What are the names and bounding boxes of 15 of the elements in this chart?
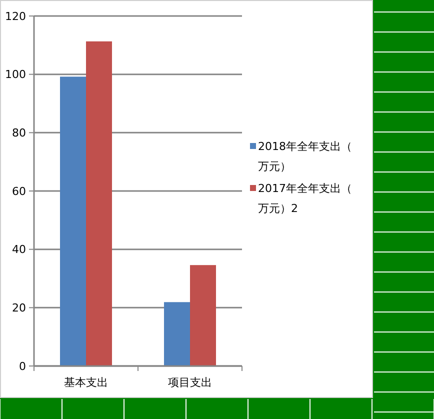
y-tick-label: 0: [19, 360, 26, 373]
legend-label: 2018年全年支出（万元）: [258, 140, 352, 173]
y-tick-label: 120: [5, 10, 26, 23]
x-tick-label: 基本支出: [64, 376, 108, 389]
bar: [164, 302, 190, 366]
y-tick-label: 20: [12, 302, 26, 315]
y-tick-label: 60: [12, 184, 26, 198]
bar: [60, 76, 86, 366]
x-tick-label: 项目支出: [168, 376, 212, 389]
bar: [86, 41, 112, 366]
y-tick-label: 100: [5, 68, 26, 82]
legend-label: 2017年全年支出（万元）2: [258, 182, 352, 215]
y-tick-label: 40: [12, 243, 26, 256]
y-tick-label: 80: [12, 126, 26, 140]
bar: [190, 265, 216, 366]
